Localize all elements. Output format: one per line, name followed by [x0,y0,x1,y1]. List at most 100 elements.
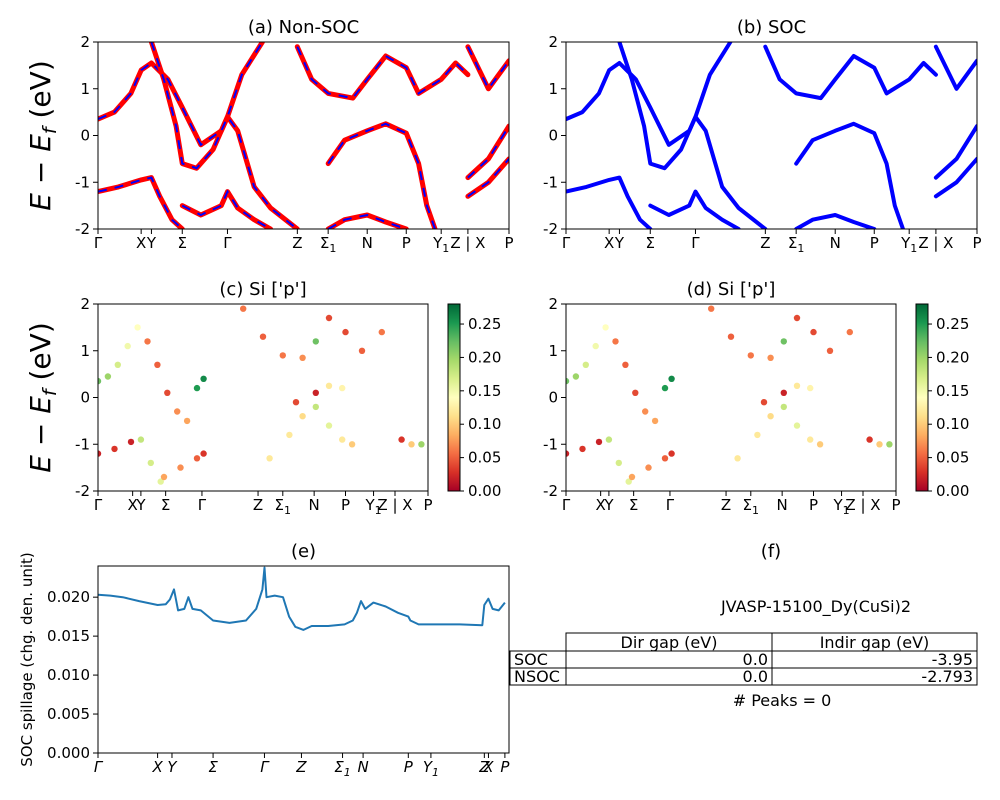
projection-point [104,373,112,380]
x-tick-label: P [402,234,411,252]
y-tick-label: 2 [80,33,90,51]
projection-point [299,354,306,361]
band-line-nonsoc [465,156,509,199]
projection-point [292,399,300,406]
projection-point [747,352,754,359]
y-tick-label: 2 [548,295,558,313]
x-tick-label: X [482,758,494,776]
colorbar: 0.00 0.05 0.10 0.15 0.20 0.25 [915,303,969,500]
projection-point [348,441,356,448]
band-line-nonsoc-dash [98,176,183,229]
y-tick-label: 0.010 [47,666,90,684]
projection-point [886,441,893,448]
x-tick-label: X [136,234,146,252]
colorbar-tick-label: 0.20 [468,348,501,366]
y-axis-label: E − Ef (eV) [24,322,61,473]
band-line-soc [617,42,733,171]
projection-point [642,408,649,415]
x-tick-label: Γ [260,758,270,776]
projection-point [200,450,207,457]
axes-frame [97,303,429,492]
projection-point [807,384,814,392]
x-tick-label: Y [603,496,614,514]
projection-point [398,436,405,443]
table-row-label: SOC [514,650,548,669]
band-line-nonsoc-dash [150,42,264,170]
y-tick-label: -1 [75,173,90,191]
table-indir-gap: -2.793 [921,667,973,686]
x-tick-label: Σ1 [743,496,759,517]
y-tick-label: 0 [80,127,90,145]
x-tick-label: Γ [562,496,571,514]
table-cell [565,650,773,669]
projection-point [378,328,385,336]
projection-point [339,436,346,443]
x-tick-label: P [504,234,513,252]
y-tick-label: 1 [548,342,558,360]
x-tick-label: P [809,496,818,514]
colorbar-bar [447,303,461,492]
peaks-label: # Peaks = 0 [733,691,832,710]
x-tick-label: P [404,758,414,776]
projection-point [767,354,774,361]
panel-b: -2 -1 0 1 2 Γ X Y Σ Γ Z Σ1 N P Y1 Z | X P (b) SOC [543,17,981,255]
projection-point [127,438,135,446]
band-line-soc [933,44,977,91]
band-line-nonsoc [148,42,265,171]
panel-title: (d) Si ['p'] [687,279,776,300]
x-tick-label: Γ [198,496,207,514]
projection-point [579,445,586,453]
x-tick-label: Σ1 [334,758,350,779]
plot-area [98,566,506,631]
colorbar-bar [915,303,929,492]
colorbar: 0.00 0.05 0.10 0.15 0.20 0.25 [447,303,501,500]
projection-point [793,314,801,322]
colorbar-tick-label: 0.15 [936,382,969,400]
x-tick-label: P [870,234,879,252]
plot-area [566,42,977,229]
band-line-nonsoc [325,121,438,229]
y-tick-label: 1 [548,80,558,98]
projection-point [339,384,346,392]
y-tick-label: -2 [75,482,90,500]
y-axis-label: E − Ef (eV) [24,60,61,211]
projection-point [645,464,652,471]
x-tick-label: P [423,496,432,514]
projection-point [134,324,141,331]
colorbar-tick-label: 0.10 [468,415,501,433]
projection-point [240,305,247,312]
y-tick-label: 0 [548,389,558,407]
band-line-nonsoc-dash [327,213,407,229]
projection-point [708,305,715,312]
x-tick-label: Γ [94,758,104,776]
x-tick-label: Z | X [450,234,485,252]
x-tick-label: N [309,496,320,514]
band-line-nonsoc [465,123,509,181]
x-tick-label: X [151,758,163,776]
projection-point [325,422,333,429]
projection-point [286,431,293,439]
y-tick-label: 0.015 [47,627,90,645]
projection-point [826,347,834,354]
projection-point [605,436,613,443]
x-tick-label: Y1 [432,234,449,255]
x-tick-label: Z | X [845,496,880,514]
projection-point [632,389,639,396]
projection-point [312,403,319,411]
x-tick-label: Σ1 [788,234,804,255]
projection-point [727,333,735,340]
colorbar-tick-label: 0.10 [936,415,969,433]
projection-point [780,403,787,411]
projection-point [193,455,201,462]
x-tick-label: Y [614,234,625,252]
colorbar-tick-label: 0.25 [936,315,969,333]
colorbar-tick-label: 0.05 [936,449,969,467]
x-tick-label: Y [135,496,146,514]
table-cell [771,667,978,686]
colorbar-tick-label: 0.25 [468,315,501,333]
y-tick-label: 1 [80,342,90,360]
projection-point [793,382,801,389]
projection-point [147,459,154,467]
plot-area [98,42,509,229]
